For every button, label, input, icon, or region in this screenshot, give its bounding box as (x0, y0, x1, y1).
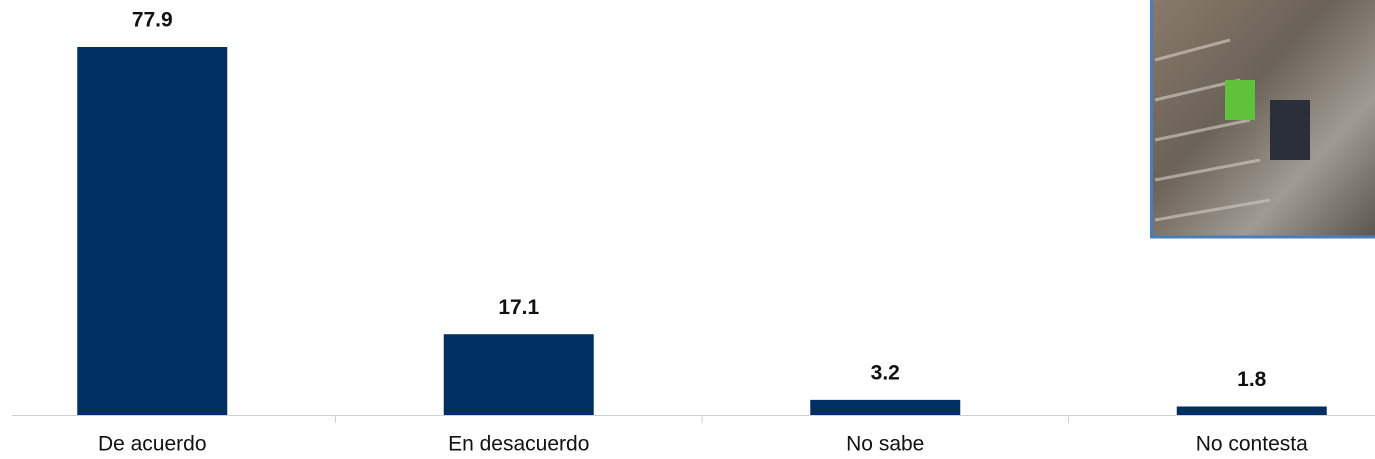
x-tick-label: En desacuerdo (448, 433, 589, 456)
data-label: 3.2 (871, 361, 900, 384)
x-tick-label: De acuerdo (98, 433, 207, 456)
x-tick-label: No sabe (846, 433, 924, 456)
x-tick-label: No contesta (1196, 433, 1308, 456)
photo-figure (1225, 80, 1255, 120)
bar (77, 47, 228, 415)
bar (1176, 406, 1327, 415)
bar (443, 334, 594, 415)
photo-frame (1150, 0, 1375, 239)
bar (810, 399, 961, 415)
data-label: 17.1 (498, 296, 539, 319)
photo-figure (1270, 100, 1310, 160)
data-label: 77.9 (132, 9, 173, 32)
photo (1150, 0, 1375, 239)
data-label: 1.8 (1237, 368, 1267, 391)
